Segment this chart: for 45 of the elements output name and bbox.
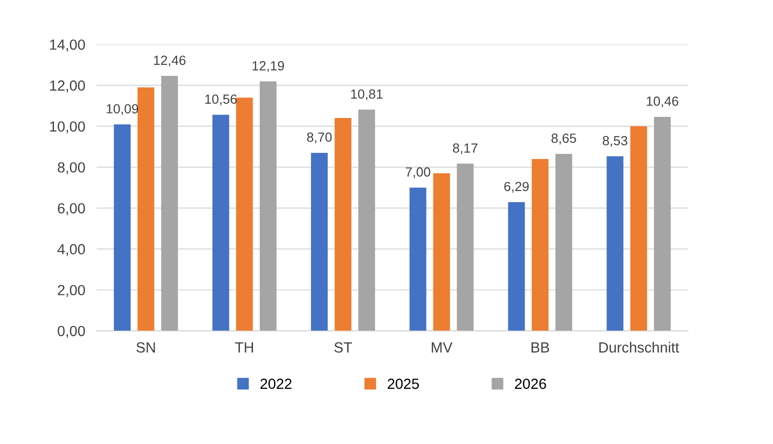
y-tick-label: 0,00: [58, 326, 85, 338]
data-label: 10,46: [646, 96, 678, 108]
data-label: 8,53: [602, 136, 628, 147]
bar: [212, 114, 230, 331]
data-label: 8,70: [307, 132, 332, 144]
y-tick-label: 6,00: [58, 203, 85, 216]
legend-label: 2025: [388, 378, 419, 389]
x-tick-label: SN: [136, 342, 155, 353]
bar: [138, 87, 154, 331]
x-tick-label: Durchschnitt: [599, 342, 680, 353]
y-tick-label: 10,00: [50, 121, 85, 134]
data-label: 10,81: [351, 89, 383, 100]
data-label: 12,19: [252, 61, 284, 72]
bar: [456, 164, 474, 331]
x-tick-label: TH: [235, 342, 253, 352]
data-label: 8,17: [452, 143, 478, 154]
bar: [532, 158, 549, 331]
x-tick-label: BB: [532, 342, 550, 352]
bar: [260, 81, 276, 331]
y-tick-label: 2,00: [58, 284, 85, 298]
bar: [310, 152, 328, 331]
legend-label: 2022: [260, 378, 292, 389]
bar: [334, 118, 352, 331]
bar: [555, 154, 572, 331]
bar: [358, 110, 376, 331]
bar: [410, 188, 426, 331]
bar: [606, 156, 624, 331]
bar: [433, 173, 450, 331]
x-tick-label: MV: [432, 342, 452, 352]
bar: [114, 124, 131, 331]
data-label: 7,00: [406, 167, 430, 178]
y-tick-label: 12,00: [50, 80, 85, 92]
y-tick-label: 8,00: [58, 162, 85, 174]
bar: [630, 126, 648, 331]
bar: [161, 76, 178, 331]
data-label: 8,65: [552, 134, 576, 144]
legend-label: 2026: [514, 378, 546, 389]
bar: [508, 202, 525, 331]
y-tick-label: 14,00: [50, 40, 85, 52]
x-tick-label: ST: [334, 342, 352, 353]
y-tick-label: 4,00: [57, 244, 85, 256]
bar: [654, 116, 671, 331]
data-label: 12,46: [154, 56, 186, 67]
data-label: 6,29: [504, 182, 529, 193]
bar: [236, 98, 253, 331]
